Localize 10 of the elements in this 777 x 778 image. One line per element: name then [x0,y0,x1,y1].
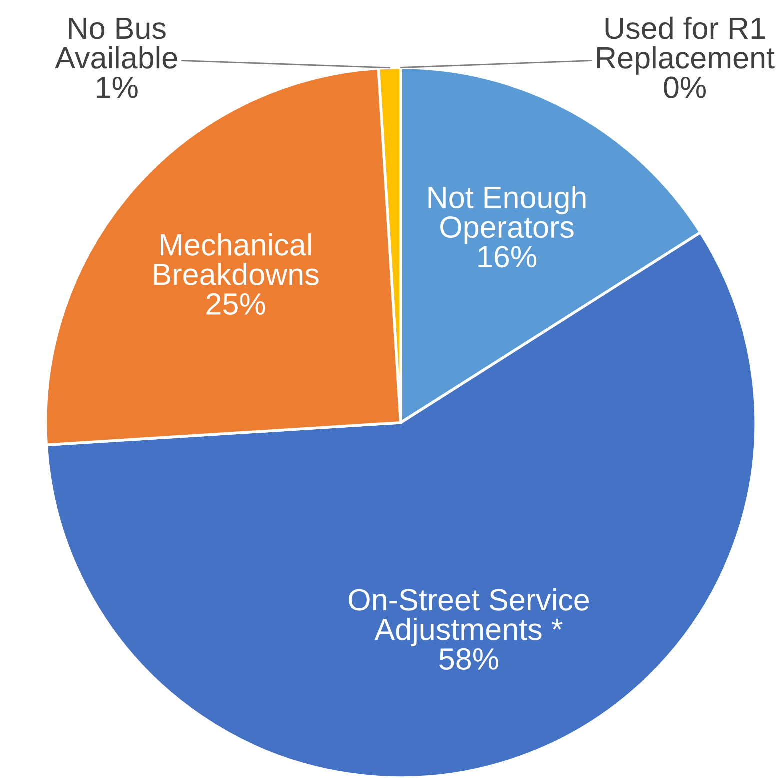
data-label: 58% [440,648,498,670]
slice-label: On-Street Service Adjustments * [349,588,590,646]
data-label: 16% [478,246,536,268]
slice-label: No Bus Available [55,18,178,69]
slice-label: Mechanical Breakdowns [154,233,319,286]
slice-label: Not Enough Operators [428,186,586,244]
data-label: 25% [206,293,266,316]
category-label: Used for R1 Replacement [597,16,775,75]
data-label: 1% [97,76,138,98]
text: 0% [664,76,706,98]
